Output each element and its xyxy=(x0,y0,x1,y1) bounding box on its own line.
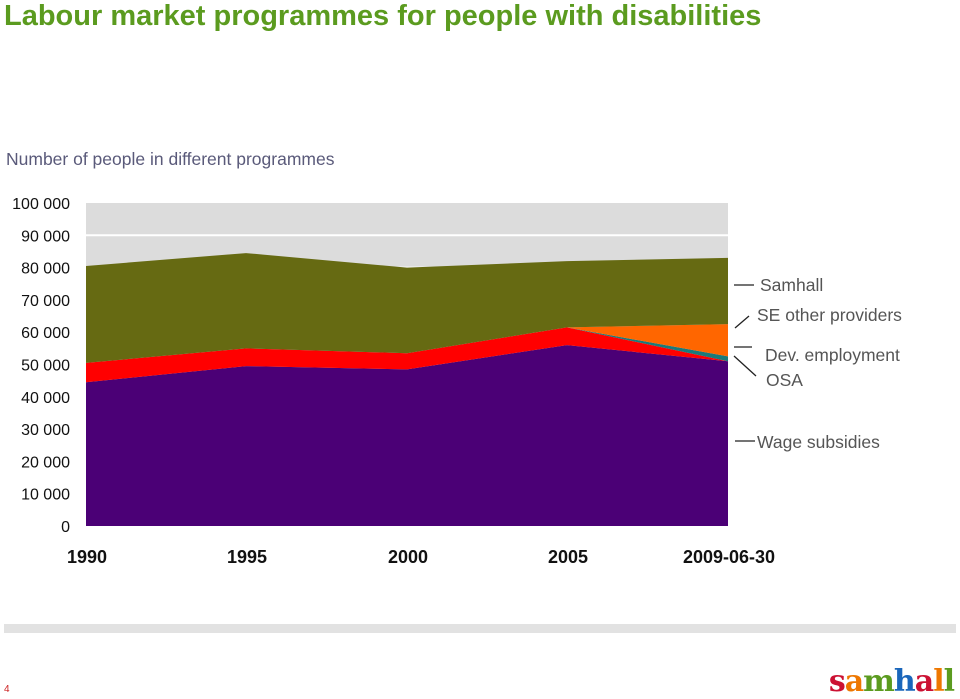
samhall-logo: samhall xyxy=(828,664,955,699)
chart-subtitle: Number of people in different programmes xyxy=(6,149,335,169)
legend-label-wage-subsidies: Wage subsidies xyxy=(757,432,880,452)
logo-letter: h xyxy=(893,664,916,699)
y-tick-label: 80 000 xyxy=(21,261,70,278)
x-tick-label: 2005 xyxy=(548,547,588,567)
y-tick-label: 50 000 xyxy=(21,358,70,375)
chart-legend: Wage subsidies OSA Dev. employment SE other… xyxy=(733,275,902,452)
x-tick-label: 2000 xyxy=(388,547,428,567)
y-tick-label: 40 000 xyxy=(21,390,70,407)
logo-letter: a xyxy=(844,664,864,699)
x-tick-label: 1995 xyxy=(227,547,267,567)
logo-letter: m xyxy=(863,664,895,699)
area-osa xyxy=(86,327,728,383)
legend-label-osa: OSA xyxy=(766,370,803,390)
legend-leader-osa xyxy=(733,355,757,377)
legend-label-samhall: Samhall xyxy=(760,275,823,295)
area-series xyxy=(86,253,728,526)
page-title: Labour market programmes for people with… xyxy=(4,0,762,32)
legend-label-se-other-providers: SE other providers xyxy=(757,305,902,325)
logo-letter: l xyxy=(933,664,944,699)
legend-label-dev-employment: Dev. employment xyxy=(765,345,900,365)
y-axis-ticks: 0 10 000 20 000 30 000 40 000 50 000 60 000 70 … xyxy=(12,196,70,536)
area-wage-subsidies xyxy=(86,345,728,526)
y-tick-label: 0 xyxy=(61,519,70,536)
x-axis-ticks: 1990 1995 2000 2005 2009-06-30 xyxy=(67,547,775,567)
y-tick-label: 90 000 xyxy=(21,228,70,245)
legend-leader-se-other-providers xyxy=(734,315,750,329)
y-tick-label: 60 000 xyxy=(21,325,70,342)
x-tick-label: 1990 xyxy=(67,547,107,567)
stacked-area-chart: 0 10 000 20 000 30 000 40 000 50 000 60 000 70 … xyxy=(12,196,902,567)
logo-letter: l xyxy=(943,664,955,699)
x-tick-label: 2009-06-30 xyxy=(683,547,775,567)
area-samhall xyxy=(86,253,728,363)
y-tick-label: 20 000 xyxy=(21,454,70,471)
y-tick-label: 30 000 xyxy=(21,422,70,439)
y-tick-label: 70 000 xyxy=(21,293,70,310)
logo-letter: a xyxy=(914,664,934,699)
logo-letter: s xyxy=(828,664,846,699)
page-number: 4 xyxy=(4,684,10,695)
footer-divider xyxy=(4,624,956,633)
y-tick-label: 100 000 xyxy=(12,196,70,213)
area-se-other-providers xyxy=(86,324,728,363)
y-tick-label: 10 000 xyxy=(21,487,70,504)
